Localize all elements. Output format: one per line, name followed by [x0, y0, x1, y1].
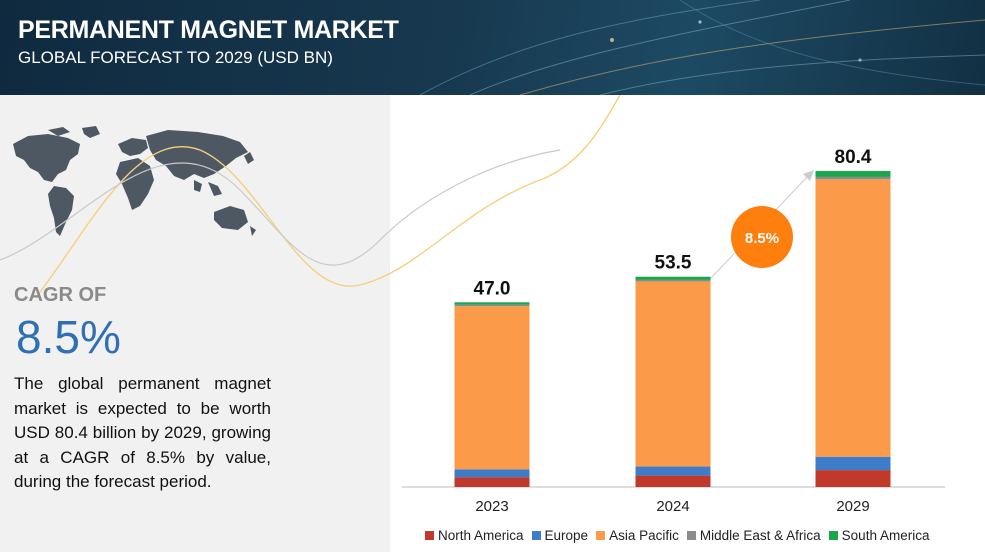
legend-item-europe: Europe	[531, 528, 589, 543]
legend-label: South America	[841, 528, 930, 543]
legend-swatch	[686, 531, 696, 540]
legend-item-asia-pacific: Asia Pacific	[596, 528, 679, 543]
cagr-label: CAGR OF	[14, 284, 107, 306]
header-background-graphic	[419, 0, 985, 95]
legend-item-south-america: South America	[828, 528, 930, 543]
bar-2024-north-america	[635, 475, 711, 487]
chart-legend: North America Europe Asia Pacific Middle Ea…	[425, 528, 929, 543]
legend-swatch	[596, 531, 606, 540]
legend-swatch	[531, 531, 541, 540]
x-tick-label-2023: 2023	[475, 498, 508, 515]
bar-2029-middle-east-and-africa	[815, 176, 891, 180]
legend-item-middle-east-and-africa: Middle East & Africa	[686, 528, 821, 543]
total-label-2023: 47.0	[474, 278, 511, 299]
bar-2023-north-america	[454, 477, 530, 487]
legend-item-north-america: North America	[425, 528, 524, 543]
total-label-2024: 53.5	[655, 253, 692, 274]
growth-arrow-head	[803, 170, 814, 181]
bar-2024-middle-east-and-africa	[635, 279, 711, 282]
page-title: PERMANENT MAGNET MARKET	[18, 16, 399, 44]
bar-2023-middle-east-and-africa	[454, 304, 530, 307]
market-description: The global permanent magnet market is ex…	[14, 374, 271, 491]
bar-2029-europe	[815, 456, 891, 471]
legend-label: Asia Pacific	[609, 528, 679, 543]
cagr-badge	[731, 206, 793, 268]
total-label-2029: 80.4	[835, 147, 872, 168]
bar-2029-asia-pacific	[815, 179, 891, 457]
bar-2029-south-america	[815, 171, 891, 177]
cagr-value: 8.5%	[16, 311, 121, 363]
x-tick-label-2029: 2029	[836, 498, 869, 515]
legend-label: North America	[438, 528, 524, 543]
cagr-badge-label: 8.5%	[745, 230, 779, 247]
bar-2023-asia-pacific	[454, 306, 530, 470]
legend-label: Europe	[544, 528, 589, 543]
bar-2024-south-america	[635, 276, 711, 280]
bar-2023-south-america	[454, 302, 530, 305]
page-subtitle: GLOBAL FORECAST TO 2029 (USD BN)	[18, 48, 333, 67]
bar-2024-asia-pacific	[635, 281, 711, 467]
header-banner: PERMANENT MAGNET MARKET GLOBAL FORECAST …	[0, 0, 985, 95]
legend-swatch	[828, 531, 838, 540]
legend-swatch	[425, 531, 434, 540]
bar-2023-europe	[454, 469, 530, 478]
x-tick-label-2024: 2024	[656, 498, 689, 515]
bar-2029-north-america	[815, 470, 891, 487]
legend-label: Middle East & Africa	[699, 528, 821, 543]
bar-2024-europe	[635, 466, 711, 476]
